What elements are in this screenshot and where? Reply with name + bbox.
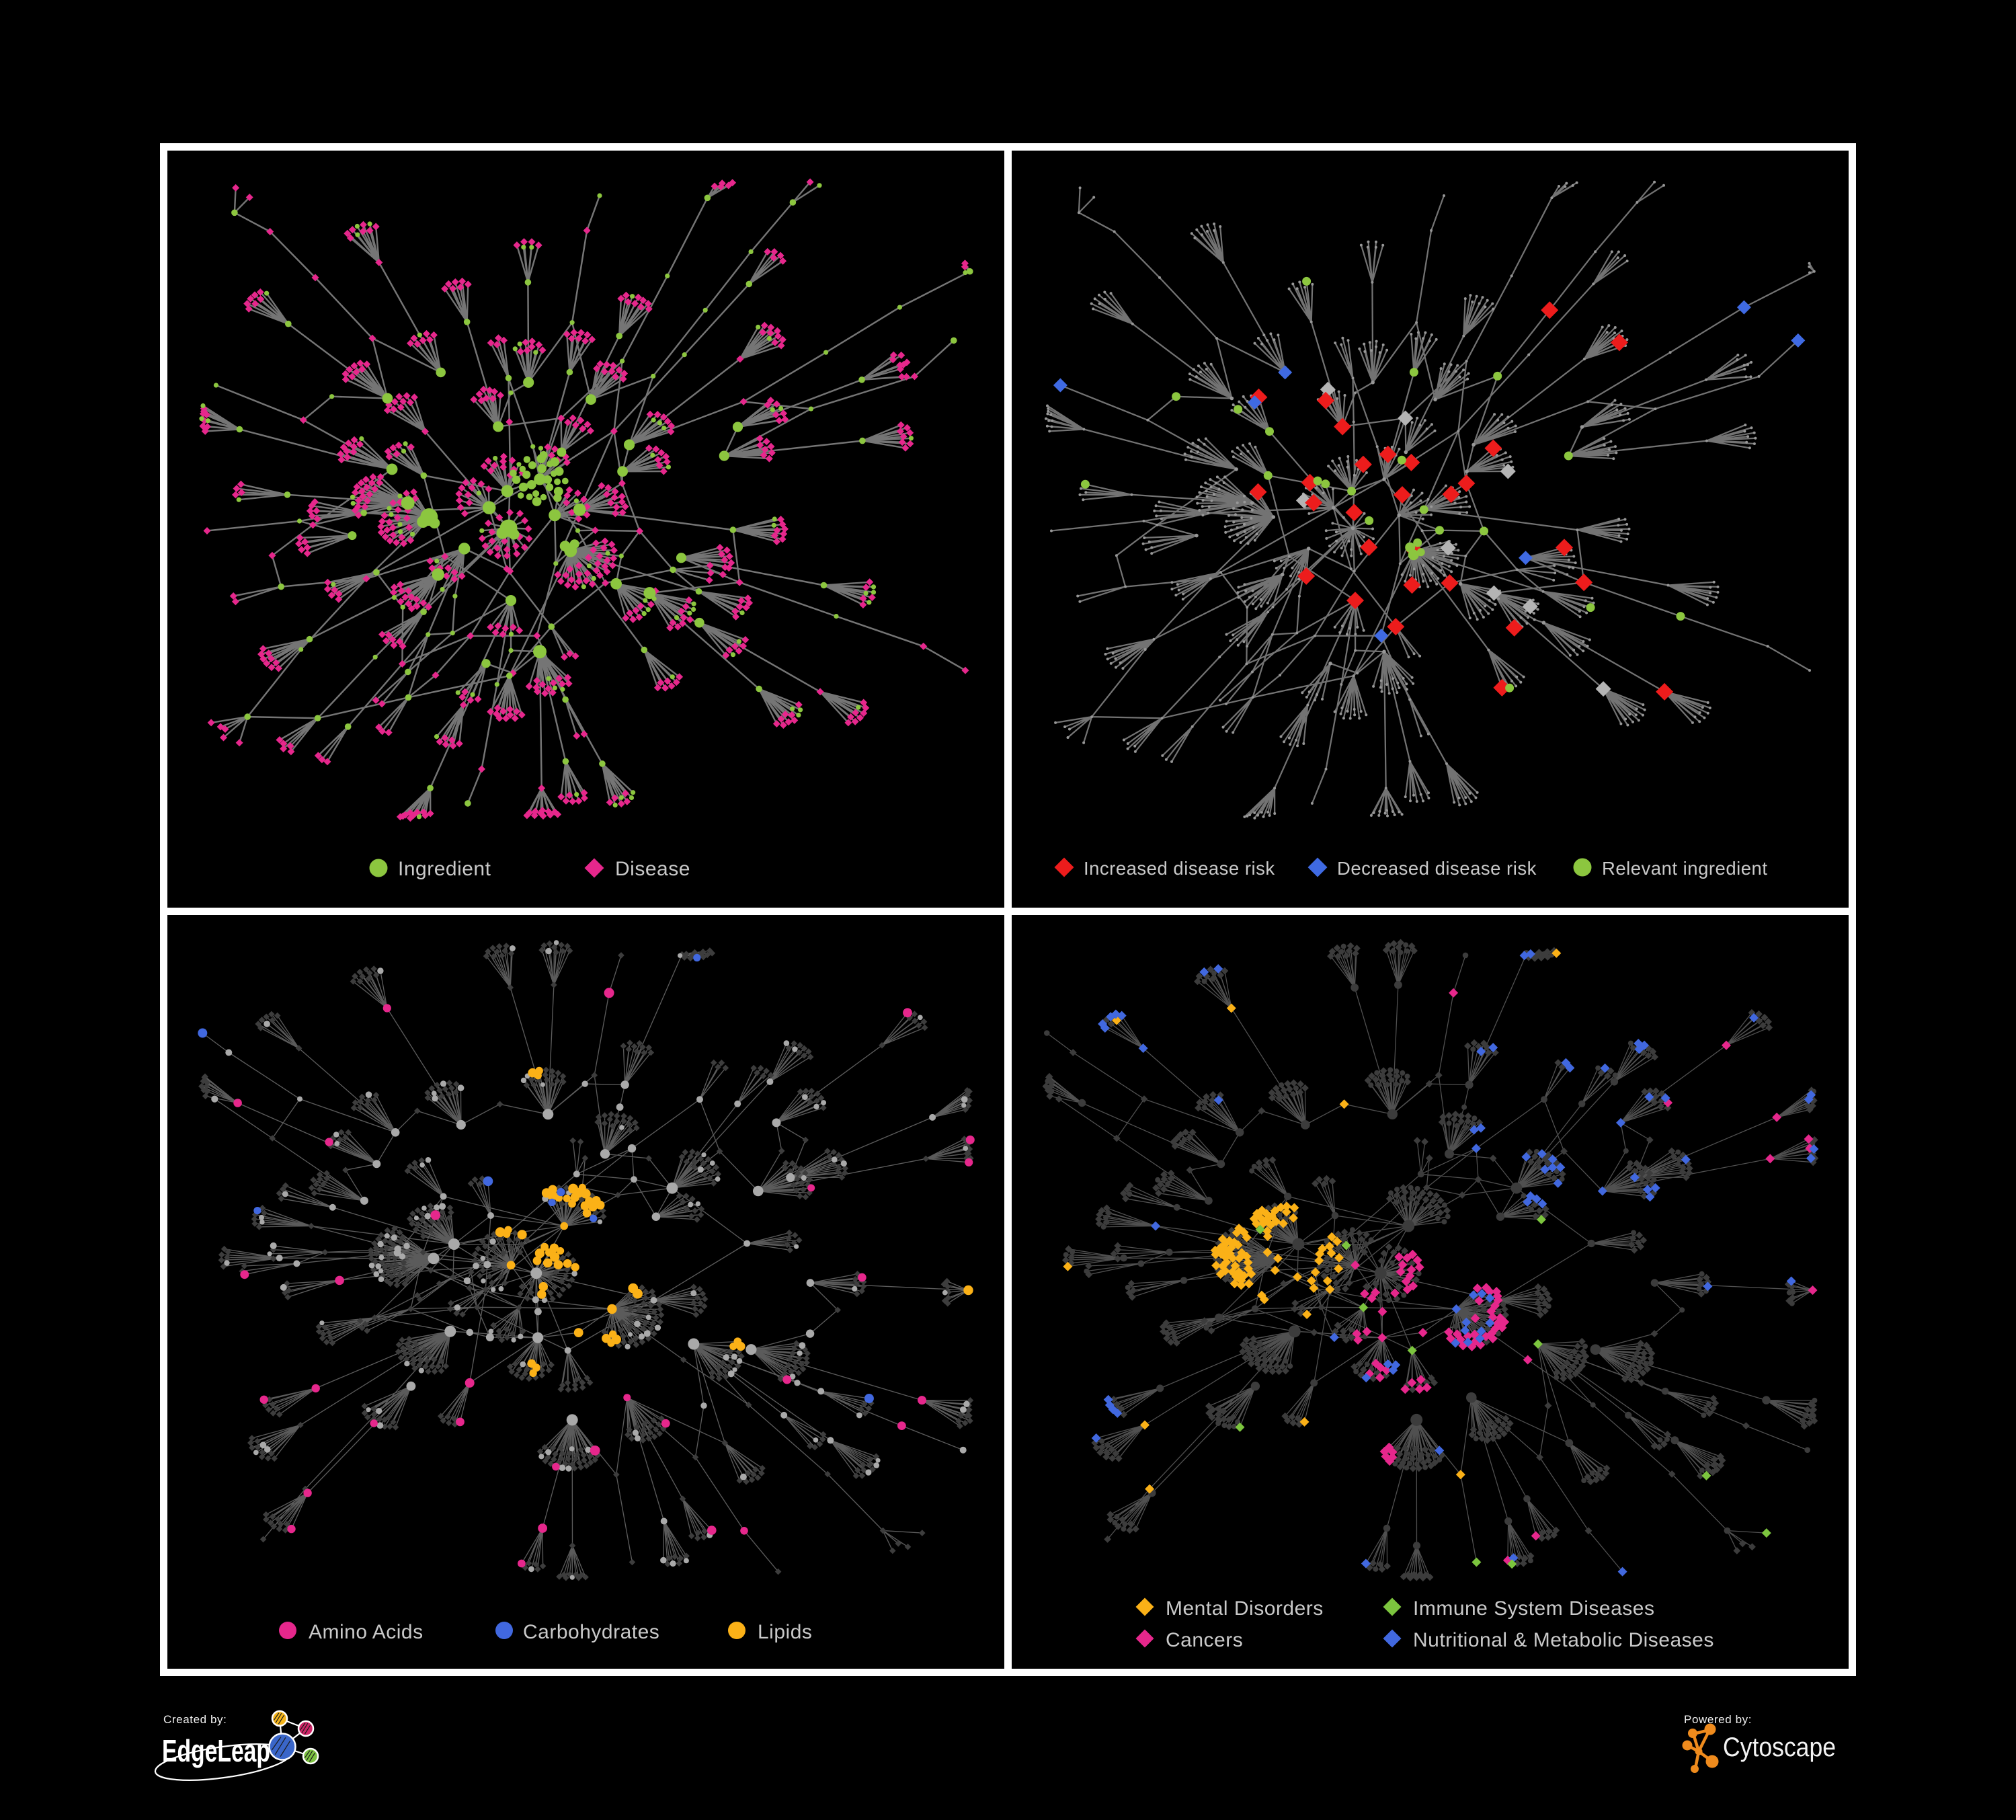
- svg-text:Mental Disorders: Mental Disorders: [1166, 1597, 1324, 1620]
- svg-text:Disease: Disease: [615, 858, 690, 880]
- svg-text:Amino Acids: Amino Acids: [309, 1621, 424, 1643]
- svg-text:Carbohydrates: Carbohydrates: [523, 1621, 659, 1643]
- svg-text:Immune System Diseases: Immune System Diseases: [1413, 1597, 1654, 1620]
- svg-text:Relevant ingredient: Relevant ingredient: [1602, 858, 1767, 879]
- svg-text:Increased disease risk: Increased disease risk: [1084, 858, 1275, 879]
- svg-text:Nutritional & Metabolic Diseas: Nutritional & Metabolic Diseases: [1413, 1629, 1714, 1651]
- svg-text:Powered by:: Powered by:: [1684, 1713, 1752, 1726]
- svg-text:Ingredient: Ingredient: [398, 858, 491, 880]
- svg-text:Cancers: Cancers: [1166, 1629, 1243, 1651]
- svg-text:Created by:: Created by:: [163, 1713, 227, 1726]
- svg-text:EdgeLeap: EdgeLeap: [162, 1733, 270, 1768]
- svg-text:Lipids: Lipids: [758, 1621, 812, 1643]
- svg-text:Cytoscape: Cytoscape: [1723, 1733, 1836, 1762]
- svg-text:Decreased disease risk: Decreased disease risk: [1337, 858, 1537, 879]
